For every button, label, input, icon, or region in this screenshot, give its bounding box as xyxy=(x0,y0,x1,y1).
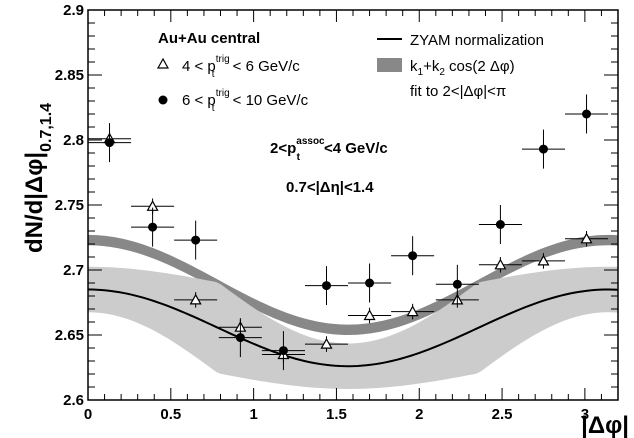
annotation-assoc-suffix: <4 GeV/c xyxy=(324,140,388,157)
data-point xyxy=(348,263,392,303)
legend-title: Au+Au central xyxy=(158,30,260,47)
legend-fit-text: fit to 2<|Δφ|<π xyxy=(410,83,506,100)
marker-circle xyxy=(582,109,592,119)
data-point xyxy=(435,264,479,304)
zyam-line xyxy=(87,288,619,368)
legend-band-label: k1+k2 cos(2 Δφ) xyxy=(410,58,515,78)
y-tick-label: 2.6 xyxy=(63,392,84,409)
y-tick-label: 2.85 xyxy=(55,67,84,84)
legend-triangle-marker xyxy=(156,57,170,69)
data-point xyxy=(88,123,132,163)
data-point xyxy=(218,318,262,358)
data-point xyxy=(304,336,349,352)
legend-circle-sub: t xyxy=(212,103,215,114)
marker-circle xyxy=(495,220,505,229)
x-tick-label: 0.5 xyxy=(160,406,181,423)
y-axis-title: dN/d|Δφ|0.7,1.4 xyxy=(21,103,55,253)
x-tick-label: 2 xyxy=(415,406,423,423)
data-point xyxy=(565,94,609,134)
annotation-assoc-sup: assoc xyxy=(296,136,325,147)
y-axis-title-sub: 0.7,1.4 xyxy=(38,103,55,152)
marker-circle xyxy=(538,144,548,154)
y-tick-label: 2.7 xyxy=(63,262,84,279)
legend-line-label: ZYAM normalization xyxy=(410,32,544,49)
marker-circle xyxy=(278,346,288,356)
annotation-eta: 0.7<|Δη|<1.4 xyxy=(286,179,374,196)
points-layer xyxy=(88,94,609,371)
legend-circle-sup: trig xyxy=(216,88,230,99)
legend-triangle-prefix: 4 < p xyxy=(182,58,216,75)
marker-triangle xyxy=(580,232,593,244)
zyam-line-layer xyxy=(87,288,619,368)
data-point xyxy=(131,198,175,215)
marker-circle xyxy=(148,222,158,232)
data-point xyxy=(478,257,522,273)
data-point xyxy=(261,331,305,371)
legend-circle-marker xyxy=(158,95,168,105)
marker-triangle xyxy=(363,309,376,321)
marker-circle xyxy=(105,138,115,148)
axis-ticks: 0 0.5 1 1.5 2 2.5 3 2.6 2.65 2.7 2.75 2.8 2.85 2.9 xyxy=(55,2,619,423)
band-0 xyxy=(88,234,618,335)
band-1 xyxy=(88,266,618,389)
x-tick-label: 0 xyxy=(84,406,92,423)
y-axis-title-main: dN/d|Δφ| xyxy=(21,152,48,253)
y-tick-label: 2.9 xyxy=(63,2,84,19)
legend-circle-suffix: < 10 GeV/c xyxy=(228,92,308,109)
marker-circle xyxy=(365,278,375,288)
marker-circle xyxy=(191,235,201,245)
data-point xyxy=(131,207,175,247)
marker-circle xyxy=(235,333,245,343)
legend-entry-triangle: 4 < ptrig t < 6 GeV/c xyxy=(156,54,300,80)
annotation-assoc-sub: t xyxy=(297,152,301,163)
data-point xyxy=(521,129,565,169)
data-point xyxy=(565,231,609,247)
x-tick-label: 2.5 xyxy=(492,406,513,423)
marker-circle xyxy=(322,281,331,291)
marker-triangle xyxy=(537,254,550,266)
marker-triangle xyxy=(406,305,419,317)
data-point xyxy=(304,266,349,306)
marker-circle xyxy=(452,279,462,289)
data-point xyxy=(348,307,392,324)
legend-triangle-sup: trig xyxy=(216,54,230,65)
y-tick-label: 2.8 xyxy=(63,132,84,149)
legend-triangle-suffix: < 6 GeV/c xyxy=(228,58,300,75)
bands-layer xyxy=(88,234,618,389)
legend-circle-prefix: 6 < p xyxy=(182,92,216,109)
x-axis-title: |Δφ| xyxy=(581,412,629,438)
annotation-assoc: 2<passoc t <4 GeV/c xyxy=(270,136,388,163)
svg-text:dN/d|Δφ|0.7,1.4: dN/d|Δφ|0.7,1.4 xyxy=(21,103,55,253)
legend-band-swatch xyxy=(377,58,402,72)
marker-triangle xyxy=(320,337,333,349)
data-point xyxy=(391,303,435,320)
annotation-assoc-prefix: 2<p xyxy=(270,140,296,157)
marker-triangle xyxy=(189,293,202,305)
x-tick-label: 1 xyxy=(249,406,257,423)
y-tick-label: 2.75 xyxy=(55,197,84,214)
legend-entry-circle: 6 < ptrig t < 10 GeV/c xyxy=(158,88,309,114)
data-point xyxy=(521,253,565,269)
data-point xyxy=(174,292,218,308)
x-tick-label: 3 xyxy=(581,406,589,423)
x-tick-label: 1.5 xyxy=(326,406,347,423)
marker-triangle xyxy=(494,258,507,270)
data-point xyxy=(174,220,218,260)
marker-circle xyxy=(408,251,418,261)
legend-triangle-sub: t xyxy=(212,69,215,80)
data-point xyxy=(391,236,435,276)
y-tick-label: 2.65 xyxy=(55,327,84,344)
data-point xyxy=(478,205,522,244)
